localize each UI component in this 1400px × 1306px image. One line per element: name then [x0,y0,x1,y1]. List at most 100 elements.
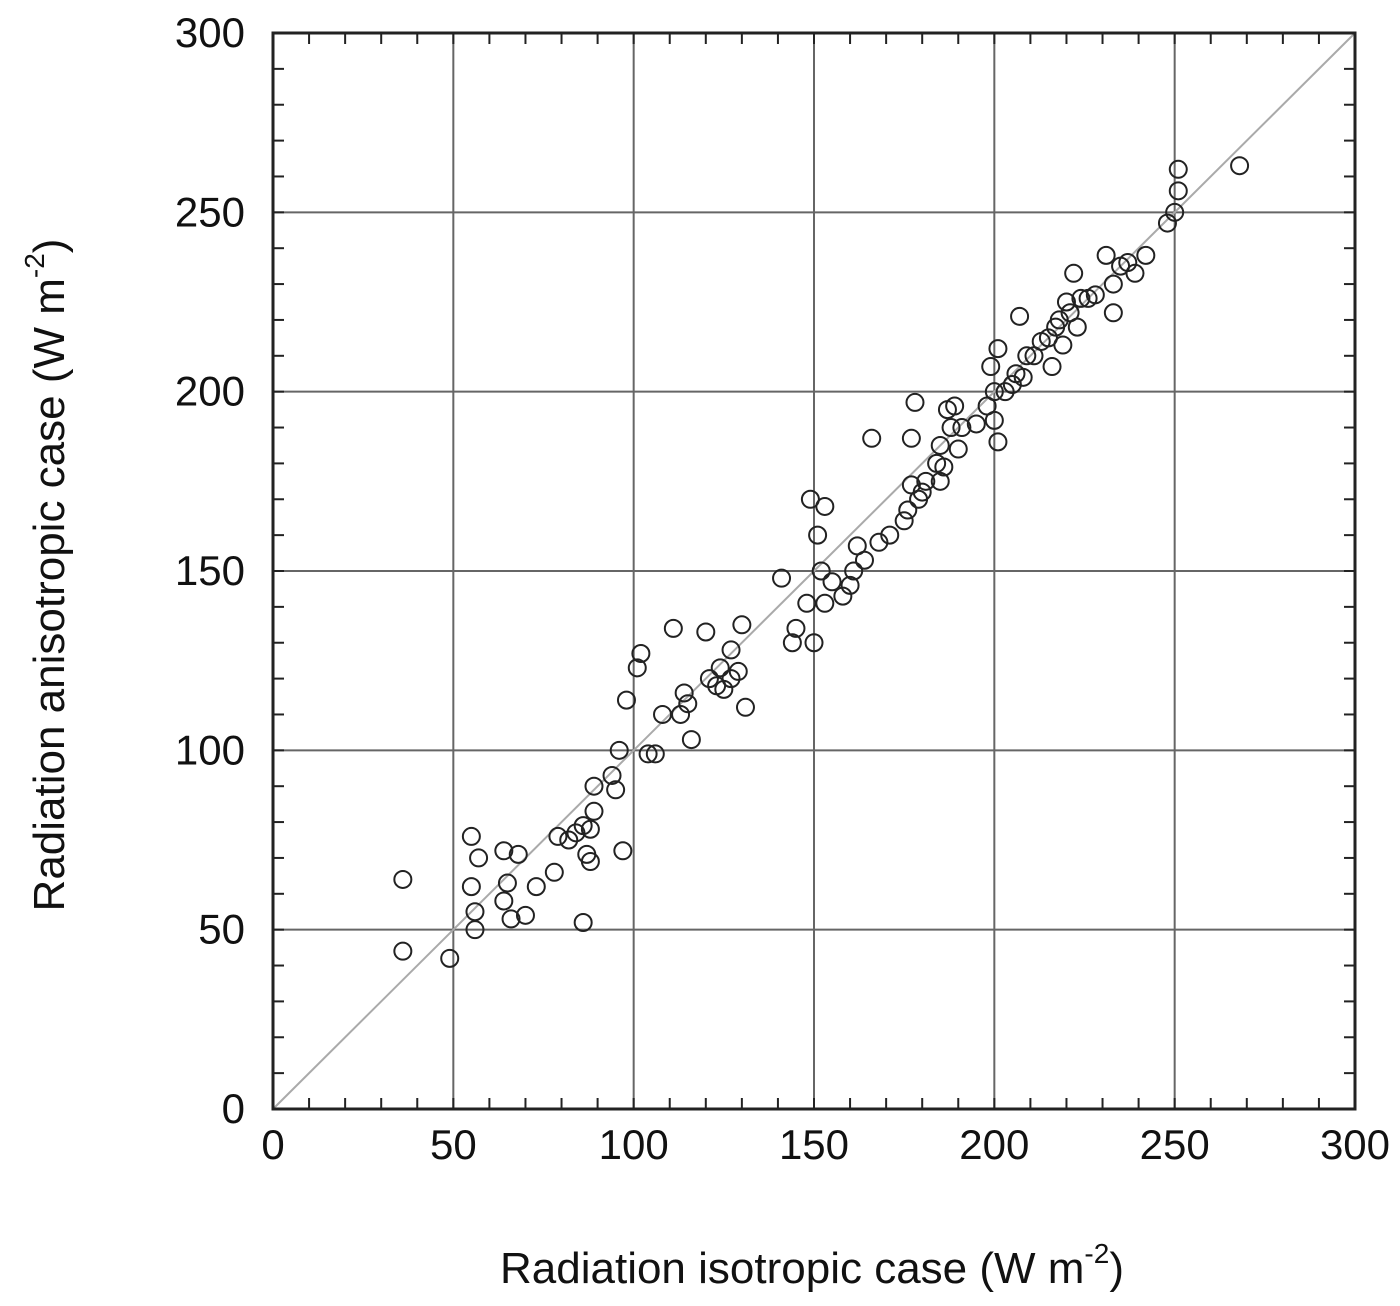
x-tick-label: 100 [599,1121,669,1168]
data-point [580,819,600,839]
data-point [1085,285,1105,305]
data-point [544,862,564,882]
data-point [1168,181,1188,201]
x-tick-label: 300 [1320,1121,1390,1168]
data-point [465,920,485,940]
x-tick-label: 150 [779,1121,849,1168]
data-point [797,593,817,613]
data-point [548,826,568,846]
data-point [862,428,882,448]
y-tick-label: 100 [175,726,245,773]
y-tick-label: 50 [198,906,245,953]
data-point [631,643,651,663]
y-tick-labels: 0 50 100 150 200 250 300 [175,9,245,1132]
data-point [663,618,683,638]
data-point [1053,335,1073,355]
data-point [735,697,755,717]
reference-line-layer [272,32,1356,1110]
data-point [678,694,698,714]
data-point [988,339,1008,359]
data-point [616,690,636,710]
data-point [710,658,730,678]
data-point [606,780,626,800]
data-point [782,633,802,653]
plot-frame [271,31,1357,1111]
one-to-one-line [272,32,1356,1110]
data-point [808,525,828,545]
data-point [772,568,792,588]
data-point [501,909,521,929]
y-axis-title: Radiation anisotropic case (W m-2) [19,239,74,912]
data-point [1230,156,1250,176]
data-point [930,435,950,455]
y-tick-label: 150 [175,547,245,594]
data-point [699,669,719,689]
data-point [952,418,972,438]
data-point [898,500,918,520]
data-point [844,561,864,581]
data-point [840,575,860,595]
data-point [786,618,806,638]
data-point [930,471,950,491]
data-point [440,948,460,968]
data-points [393,156,1250,968]
data-point [526,877,546,897]
data-point [638,744,658,764]
data-point [393,941,413,961]
data-point [627,658,647,678]
data-point [941,418,961,438]
data-point [804,633,824,653]
x-tick-label: 250 [1140,1121,1210,1168]
y-tick-label: 0 [222,1085,245,1132]
data-point [1168,159,1188,179]
data-point [573,912,593,932]
x-axis-title: Radiation isotropic case (W m-2) [500,1238,1124,1293]
y-tick-label: 200 [175,368,245,415]
data-point [984,410,1004,430]
data-point [901,428,921,448]
data-point [494,891,514,911]
data-point [1103,303,1123,323]
data-point [854,550,874,570]
x-tick-labels: 0 50 100 150 200 250 300 [261,1121,1390,1168]
data-point [1010,306,1030,326]
y-tick-label: 300 [175,9,245,56]
data-point [732,615,752,635]
data-point [653,704,673,724]
x-tick-label: 0 [261,1121,284,1168]
data-point [894,511,914,531]
data-point [916,471,936,491]
y-tick-label: 250 [175,188,245,235]
data-point [645,744,665,764]
data-point [559,830,579,850]
data-point [1125,263,1145,283]
data-point [988,432,1008,452]
data-point [494,841,514,861]
data-point [469,848,489,868]
data-point [815,593,835,613]
data-point [1103,274,1123,294]
data-point [1017,346,1037,366]
data-point [966,414,986,434]
data-point [1067,317,1087,337]
data-point [584,801,604,821]
data-point [981,357,1001,377]
x-tick-label: 200 [959,1121,1029,1168]
data-point [811,561,831,581]
data-point [461,877,481,897]
x-tick-label: 50 [430,1121,477,1168]
data-point [566,823,586,843]
data-point [1071,288,1091,308]
data-point [609,740,629,760]
data-point [912,482,932,502]
data-point [497,873,517,893]
data-point [822,572,842,592]
data-point [934,457,954,477]
data-point [721,640,741,660]
data-point [905,392,925,412]
data-point [674,683,694,703]
data-point [681,730,701,750]
data-point [948,439,968,459]
data-point [728,661,748,681]
